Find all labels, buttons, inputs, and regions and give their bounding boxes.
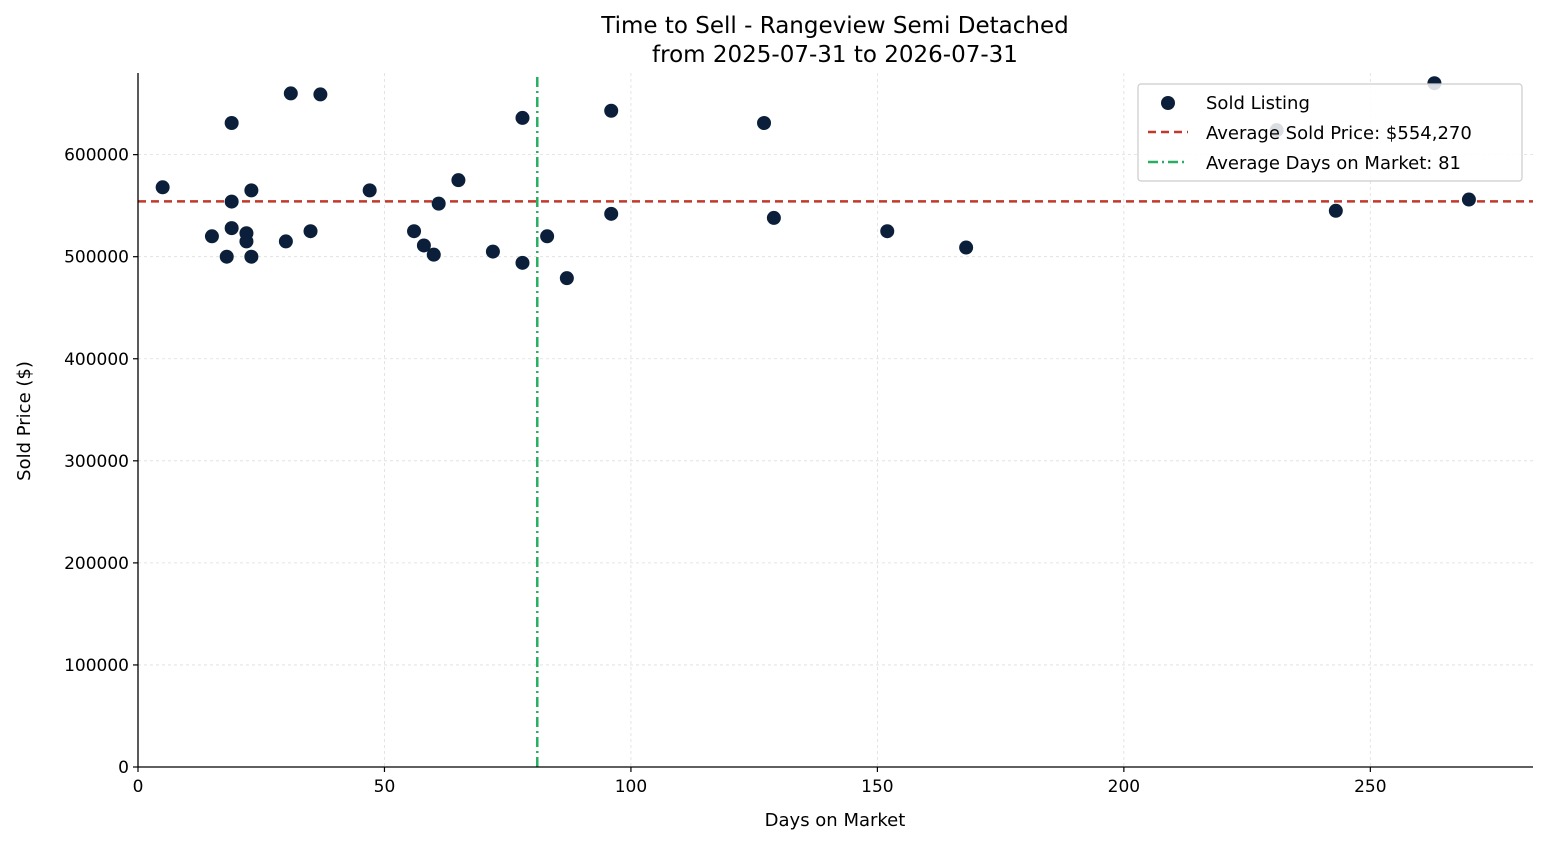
data-point: [219, 249, 234, 264]
legend-label-avg-price: Average Sold Price: $554,270: [1206, 123, 1472, 144]
data-point: [283, 86, 298, 101]
data-point: [757, 116, 772, 131]
data-point: [313, 87, 328, 102]
data-point: [244, 183, 259, 198]
data-point: [485, 244, 500, 259]
data-point: [604, 103, 619, 118]
data-point: [766, 210, 781, 225]
data-point: [426, 247, 441, 262]
data-point: [224, 116, 239, 131]
data-point: [416, 238, 431, 253]
axes: [133, 73, 1533, 772]
chart-subtitle: from 2025-07-31 to 2026-07-31: [652, 42, 1018, 68]
data-point: [959, 240, 974, 255]
y-tick-label: 400000: [64, 350, 129, 370]
data-point: [224, 194, 239, 209]
legend-label-avg-days: Average Days on Market: 81: [1206, 153, 1461, 174]
data-point: [362, 183, 377, 198]
data-point: [515, 110, 530, 125]
y-axis-label: Sold Price ($): [14, 361, 35, 481]
legend-box: [1137, 83, 1523, 182]
x-tick-label: 100: [615, 777, 647, 797]
x-tick-label: 150: [861, 777, 893, 797]
x-tick-label: 250: [1354, 777, 1386, 797]
data-point: [515, 255, 530, 270]
data-points: [155, 76, 1476, 286]
data-point: [451, 173, 466, 188]
data-point: [604, 206, 619, 221]
data-point: [303, 224, 318, 239]
y-tick-label: 500000: [64, 248, 129, 268]
legend-marker-sold-listing: [1161, 96, 1175, 110]
tick-labels: 0 50 100 150 200 250 0 100000 200000 300000 400000…: [64, 146, 1386, 797]
data-point: [540, 229, 555, 244]
y-tick-label: 200000: [64, 554, 129, 574]
data-point: [559, 271, 574, 286]
data-point: [278, 234, 293, 249]
y-tick-label: 600000: [64, 146, 129, 166]
data-point: [407, 224, 422, 239]
y-tick-label: 300000: [64, 452, 129, 472]
data-point: [1328, 203, 1343, 218]
data-point: [880, 224, 895, 239]
legend: Sold Listing Average Sold Price: $554,27…: [1137, 83, 1523, 182]
data-point: [224, 221, 239, 236]
x-axis-label: Days on Market: [765, 810, 906, 831]
chart-title: Time to Sell - Rangeview Semi Detached: [600, 13, 1068, 39]
grid: [138, 73, 1533, 767]
x-tick-label: 200: [1108, 777, 1140, 797]
data-point: [431, 196, 446, 211]
data-point: [244, 249, 259, 264]
legend-label-sold-listing: Sold Listing: [1206, 93, 1310, 114]
y-tick-label: 100000: [64, 656, 129, 676]
data-point: [239, 234, 254, 249]
x-tick-label: 50: [374, 777, 396, 797]
data-point: [204, 229, 219, 244]
y-tick-label: 0: [118, 758, 129, 778]
data-point: [1461, 192, 1476, 207]
data-point: [155, 180, 170, 195]
reference-lines: [138, 77, 1533, 767]
x-tick-label: 0: [133, 777, 144, 797]
